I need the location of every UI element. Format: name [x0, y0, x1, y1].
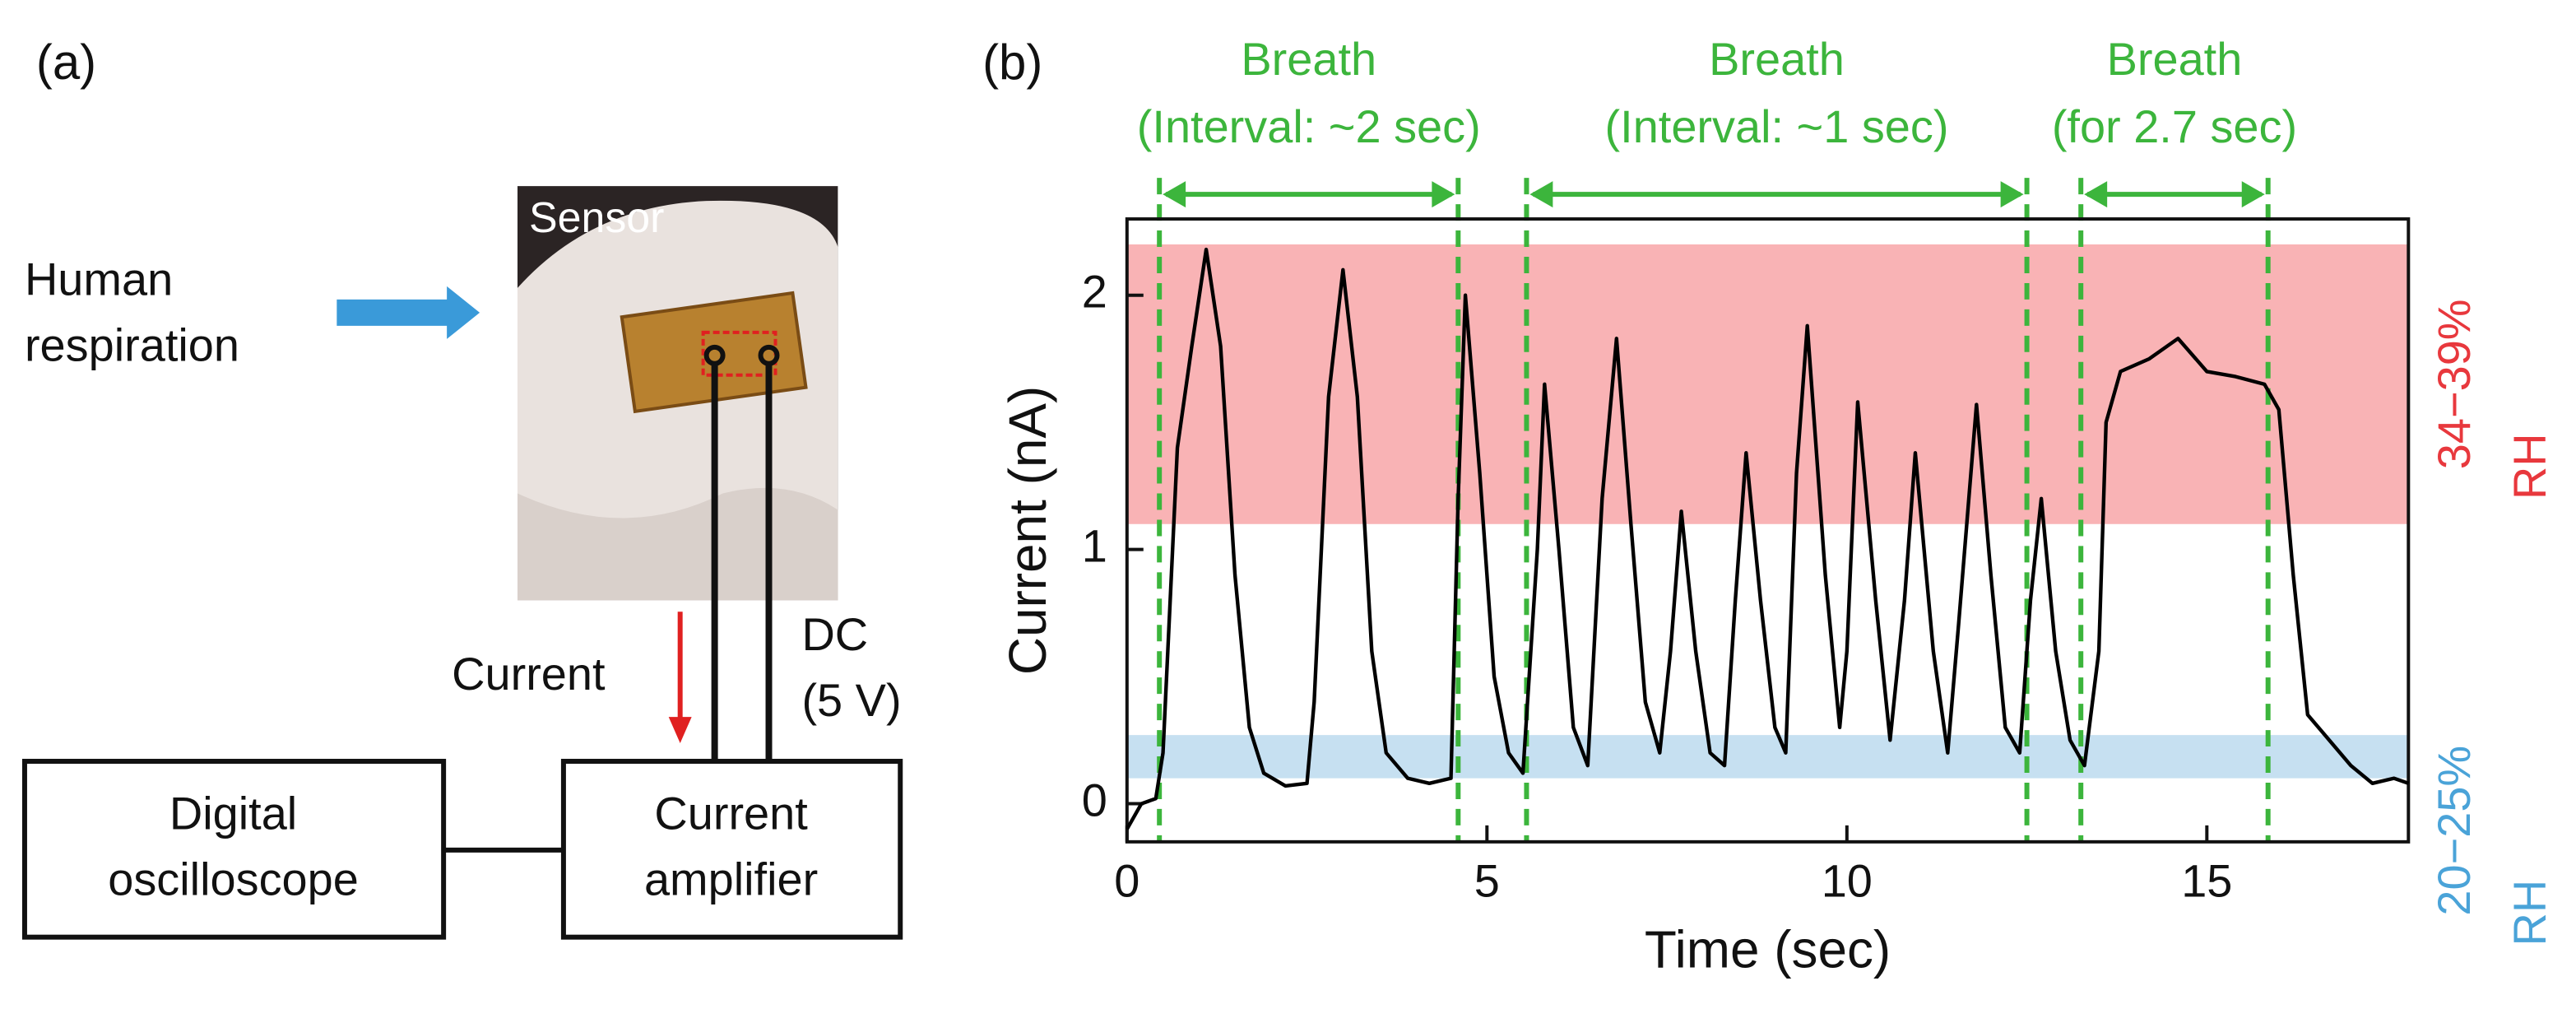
breath-label: Breath — [2107, 33, 2243, 85]
breath-label: Breath — [1709, 33, 1845, 85]
glove-shadow — [517, 487, 838, 601]
humidity-band — [1126, 735, 2409, 779]
breath-sublabel: (Interval: ~1 sec) — [1605, 100, 1949, 152]
x-tick-label: 15 — [2181, 855, 2232, 907]
amplifier-box — [560, 759, 903, 940]
photo-label: Sensor — [529, 194, 664, 242]
arrowhead — [1529, 181, 1553, 208]
band-label: 34−39% — [2428, 299, 2480, 469]
x-tick-label: 0 — [1114, 855, 1139, 907]
arrowhead — [2084, 181, 2108, 208]
band-label: 20−25% — [2428, 746, 2480, 916]
box-label: amplifier — [644, 853, 818, 905]
band-unit: RH — [2504, 433, 2555, 500]
dc-label: (5 V) — [801, 674, 901, 726]
input-label: Human — [25, 253, 173, 305]
y-tick-label: 1 — [1082, 519, 1107, 571]
panel-label: (b) — [982, 35, 1042, 90]
box-label: Current — [654, 788, 808, 839]
y-tick-label: 0 — [1082, 774, 1107, 825]
current-label: Current — [452, 648, 606, 700]
breath-sublabel: (Interval: ~2 sec) — [1137, 100, 1481, 152]
plot: 34−39% RH 20−25% RH Breath (Interval: ~2 sec)… — [998, 33, 2555, 979]
panel-label: (a) — [36, 35, 96, 90]
current-trace — [1125, 247, 2410, 830]
arrowhead — [2000, 181, 2024, 208]
sensor — [620, 291, 808, 414]
dc-label: DC — [801, 608, 868, 660]
arrowhead — [1163, 181, 1186, 208]
input-arrow — [337, 286, 480, 339]
humidity-band — [1126, 244, 2409, 524]
y-axis-label: Current (nA) — [998, 386, 1057, 675]
x-tick-label: 10 — [1822, 855, 1873, 907]
current-arrowhead — [668, 717, 692, 744]
band-unit: RH — [2504, 880, 2555, 946]
x-tick-label: 5 — [1474, 855, 1500, 907]
arrowhead — [2241, 181, 2265, 208]
breath-sublabel: (for 2.7 sec) — [2052, 100, 2297, 152]
y-tick-label: 2 — [1082, 266, 1107, 318]
arrowhead — [1432, 181, 1455, 208]
box-label: oscilloscope — [108, 853, 359, 905]
x-axis-label: Time (sec) — [1645, 920, 1891, 979]
breath-label: Breath — [1241, 33, 1376, 85]
box-label: Digital — [169, 788, 297, 839]
input-label: respiration — [25, 319, 239, 371]
plot-frame — [1125, 217, 2411, 844]
